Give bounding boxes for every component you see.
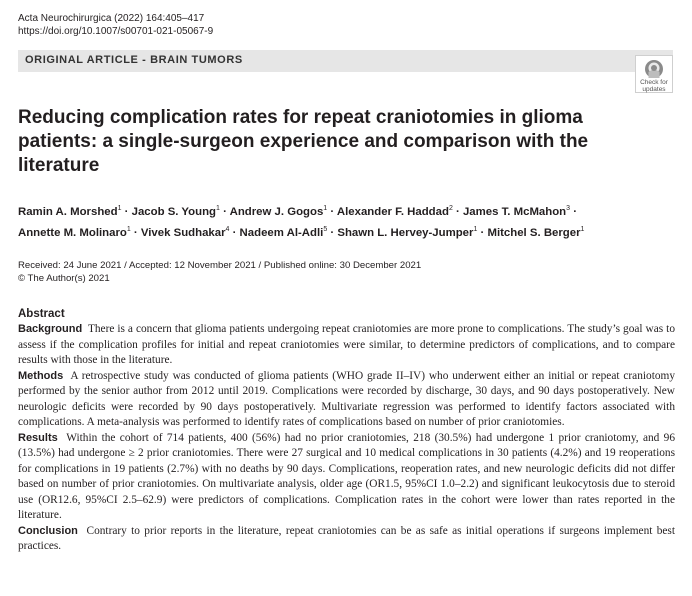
abstract-background: Background There is a concern that gliom… [18, 322, 675, 369]
check-for-updates-badge[interactable]: Check for updates [635, 55, 673, 93]
section-text: Within the cohort of 714 patients, 400 (… [18, 431, 676, 522]
crossmark-icon [645, 60, 663, 78]
article-type-banner: ORIGINAL ARTICLE - BRAIN TUMORS [18, 50, 673, 72]
author-name[interactable]: Shawn L. Hervey-Jumper [337, 226, 474, 239]
author-affiliation: 1 [473, 225, 478, 233]
author-affiliation: 1 [126, 225, 131, 233]
author-name[interactable]: Ramin A. Morshed [18, 205, 118, 218]
section-label: Methods [18, 369, 64, 382]
abstract-heading: Abstract [18, 308, 65, 320]
author-affiliation: 1 [216, 205, 220, 212]
abstract-conclusion: Conclusion Contrary to prior reports in … [18, 524, 675, 555]
publication-dates: Received: 24 June 2021 / Accepted: 12 No… [18, 259, 421, 285]
author-name[interactable]: Alexander F. Haddad [336, 205, 449, 218]
author-affiliation: 2 [448, 205, 453, 212]
author-affiliation: 1 [580, 225, 585, 233]
section-label: Background [18, 323, 83, 335]
author-affiliation: 5 [323, 225, 328, 233]
journal-header: Acta Neurochirurgica (2022) 164:405–417 … [18, 12, 213, 38]
section-label: Results [18, 431, 58, 444]
author-affiliation: 1 [323, 205, 328, 212]
doi-link[interactable]: https://doi.org/10.1007/s00701-021-05067… [18, 26, 214, 37]
author-name[interactable]: Nadeem Al-Adli [239, 226, 324, 239]
article-title: Reducing complication rates for repeat c… [18, 107, 589, 176]
copyright-notice: © The Author(s) 2021 [18, 273, 110, 284]
crossmark-line2: updates [642, 86, 666, 93]
author-name[interactable]: Vivek Sudhakar [140, 226, 226, 239]
article-type-label: ORIGINAL ARTICLE - BRAIN TUMORS [25, 54, 243, 66]
section-text: There is a concern that glioma patients … [18, 323, 675, 366]
author-affiliation: 1 [117, 205, 122, 212]
author-affiliation: 3 [566, 205, 571, 212]
publication-history: Received: 24 June 2021 / Accepted: 12 No… [18, 260, 422, 271]
section-text: A retrospective study was conducted of g… [18, 369, 676, 429]
author-name[interactable]: Andrew J. Gogos [229, 205, 324, 218]
abstract-methods: Methods A retrospective study was conduc… [18, 369, 675, 431]
author-affiliation: 4 [225, 225, 230, 233]
crossmark-line1: Check for [640, 79, 668, 86]
author-name[interactable]: Annette M. Molinaro [18, 226, 127, 239]
journal-citation: Acta Neurochirurgica (2022) 164:405–417 [18, 13, 205, 24]
section-text: Contrary to prior reports in the literat… [18, 524, 675, 553]
author-line-1: Ramin A. Morshed1 · Jacob S. Young1 · An… [18, 205, 578, 218]
abstract-body: Background There is a concern that gliom… [18, 322, 675, 555]
author-name[interactable]: Mitchel S. Berger [487, 226, 581, 239]
author-line-2: Annette M. Molinaro1 · Vivek Sudhakar4 ·… [18, 225, 585, 239]
author-name[interactable]: James T. McMahon [462, 205, 567, 218]
section-label: Conclusion [18, 524, 78, 537]
abstract-results: Results Within the cohort of 714 patient… [18, 431, 675, 524]
author-list: Ramin A. Morshed1 · Jacob S. Young1 · An… [18, 200, 673, 242]
author-name[interactable]: Jacob S. Young [131, 205, 216, 218]
